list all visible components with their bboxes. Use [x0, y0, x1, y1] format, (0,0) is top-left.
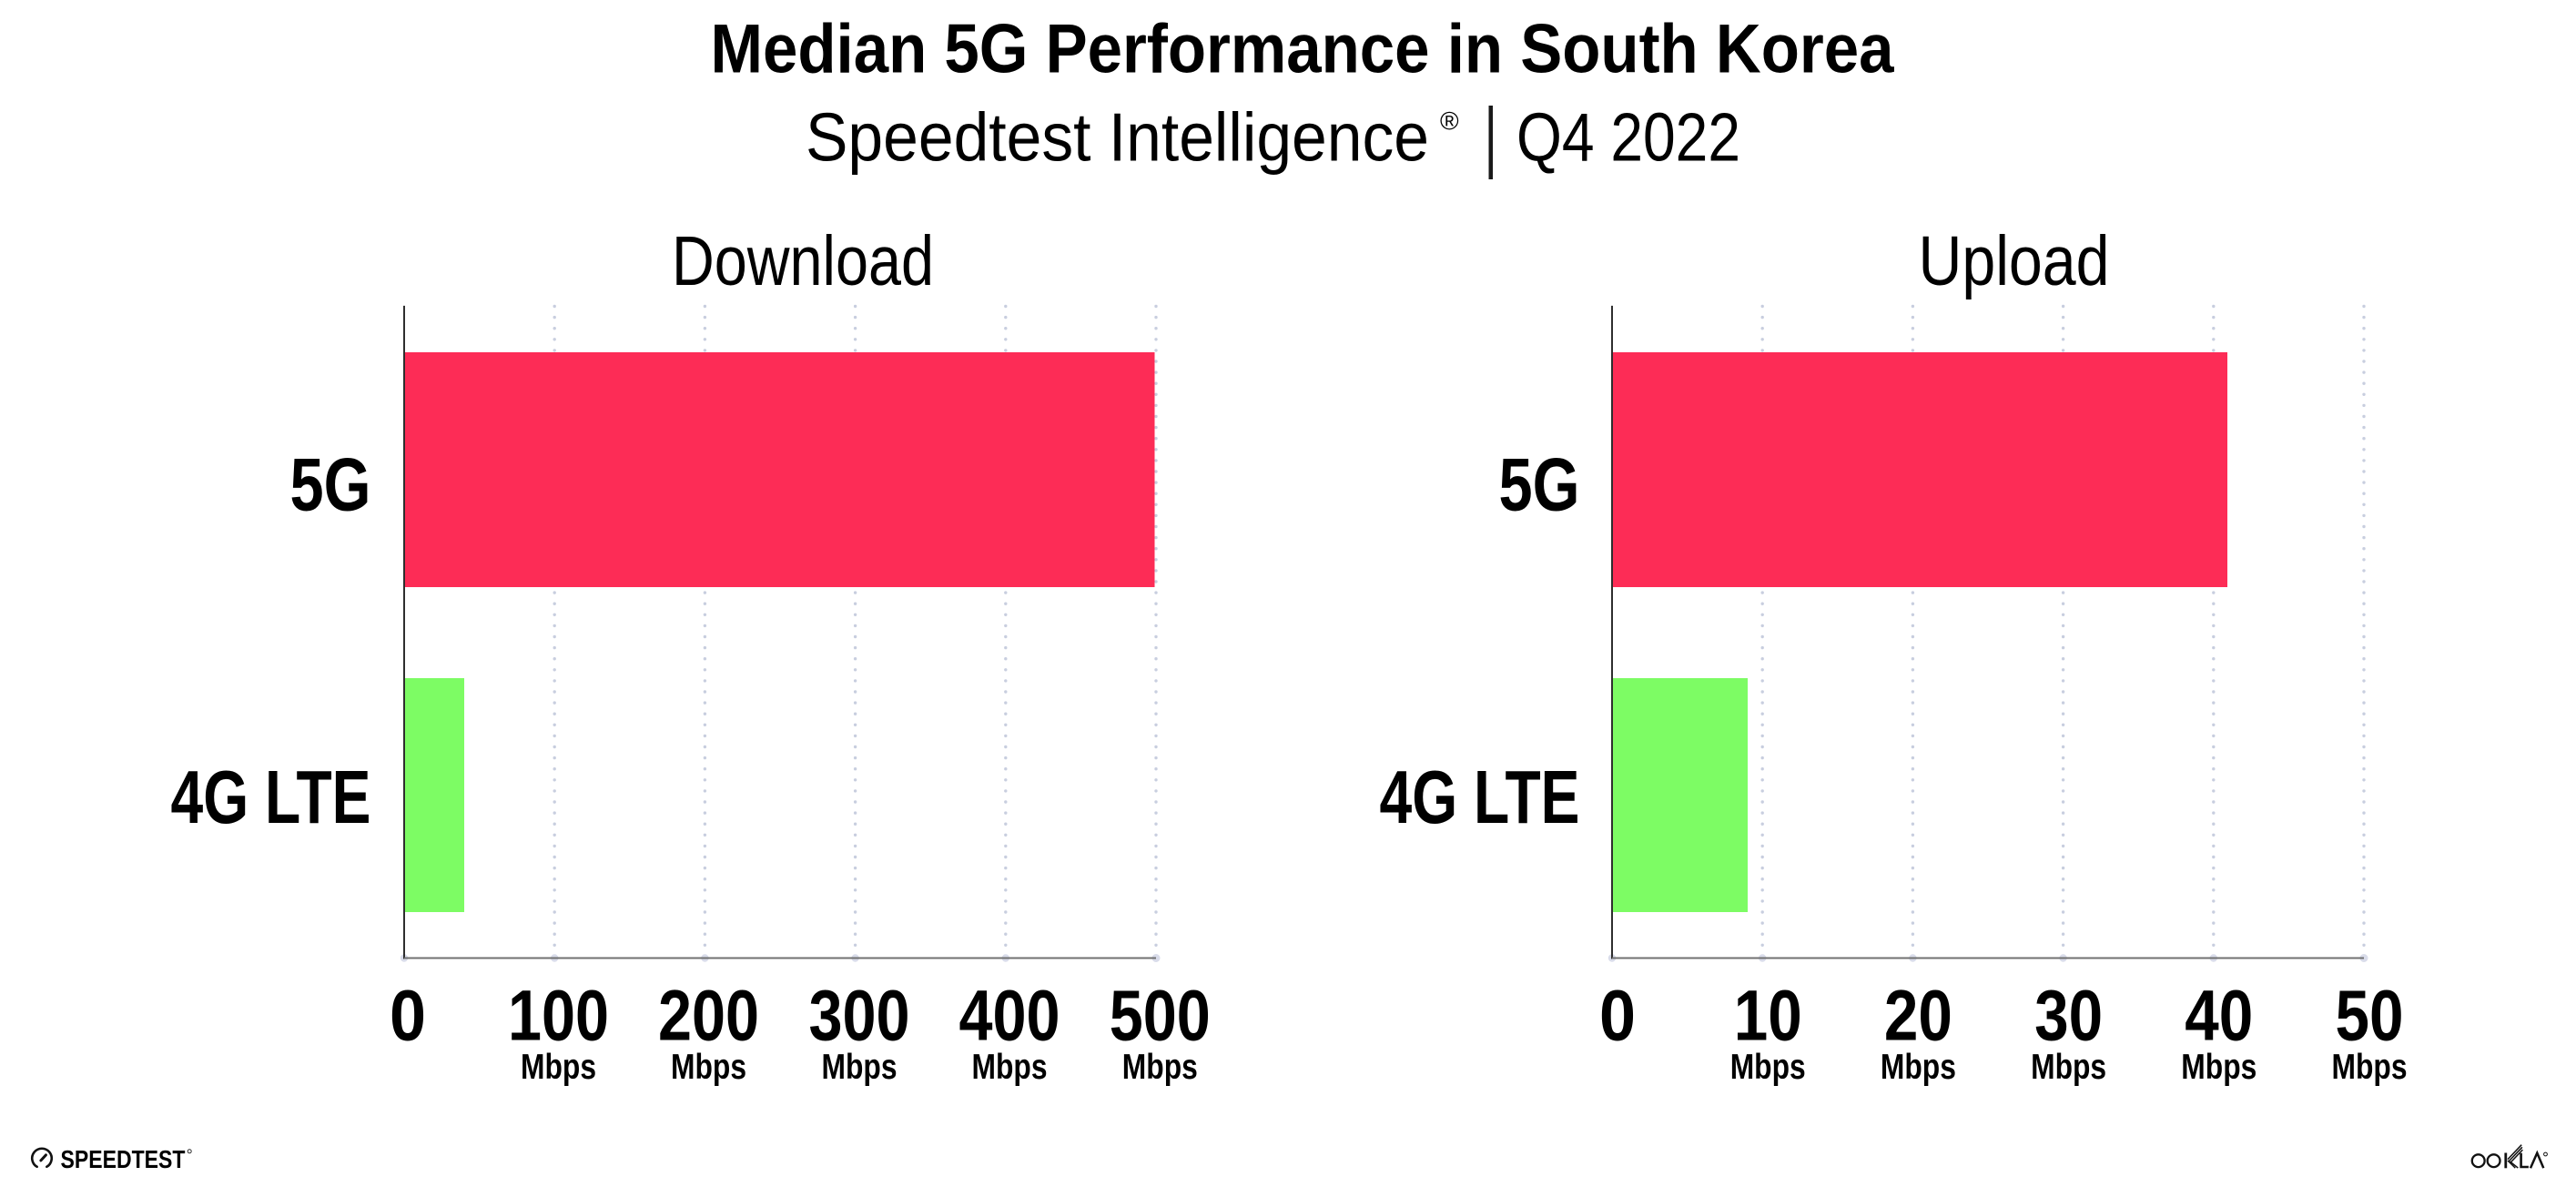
svg-text:0: 0: [390, 975, 426, 1056]
svg-text:Mbps: Mbps: [1730, 1048, 1806, 1087]
svg-text:200: 200: [658, 975, 759, 1056]
svg-text:Mbps: Mbps: [972, 1048, 1048, 1087]
svg-text:Mbps: Mbps: [521, 1048, 596, 1087]
svg-text:40: 40: [2185, 975, 2253, 1056]
svg-text:Mbps: Mbps: [2181, 1048, 2257, 1087]
svg-text:®: ®: [1440, 107, 1459, 135]
svg-text:4G LTE: 4G LTE: [1380, 755, 1580, 839]
svg-text:50: 50: [2336, 975, 2404, 1056]
svg-text:400: 400: [959, 975, 1060, 1056]
svg-text:Mbps: Mbps: [2332, 1048, 2408, 1087]
svg-text:Mbps: Mbps: [822, 1048, 898, 1087]
svg-text:4G LTE: 4G LTE: [171, 755, 371, 839]
svg-text:20: 20: [1884, 975, 1952, 1056]
svg-text:30: 30: [2034, 975, 2103, 1056]
svg-text:Upload: Upload: [1919, 222, 2110, 300]
svg-text:Mbps: Mbps: [671, 1048, 746, 1087]
svg-text:Mbps: Mbps: [1122, 1048, 1198, 1087]
svg-text:300: 300: [809, 975, 910, 1056]
svg-text:100: 100: [508, 975, 609, 1056]
svg-text:Median 5G Performance in South: Median 5G Performance in South Korea: [711, 10, 1895, 87]
svg-text:0: 0: [1599, 975, 1636, 1056]
svg-text:Mbps: Mbps: [1881, 1048, 1956, 1087]
svg-text:Q4 2022: Q4 2022: [1516, 99, 1740, 176]
svg-text:5G: 5G: [1499, 442, 1580, 527]
svg-text:Mbps: Mbps: [2031, 1048, 2106, 1087]
svg-text:5G: 5G: [290, 442, 371, 527]
svg-text:500: 500: [1110, 975, 1211, 1056]
svg-text:Download: Download: [672, 222, 934, 300]
svg-text:SPEEDTEST: SPEEDTEST: [61, 1145, 186, 1173]
svg-text:Speedtest Intelligence: Speedtest Intelligence: [806, 99, 1429, 176]
svg-text:10: 10: [1734, 975, 1802, 1056]
